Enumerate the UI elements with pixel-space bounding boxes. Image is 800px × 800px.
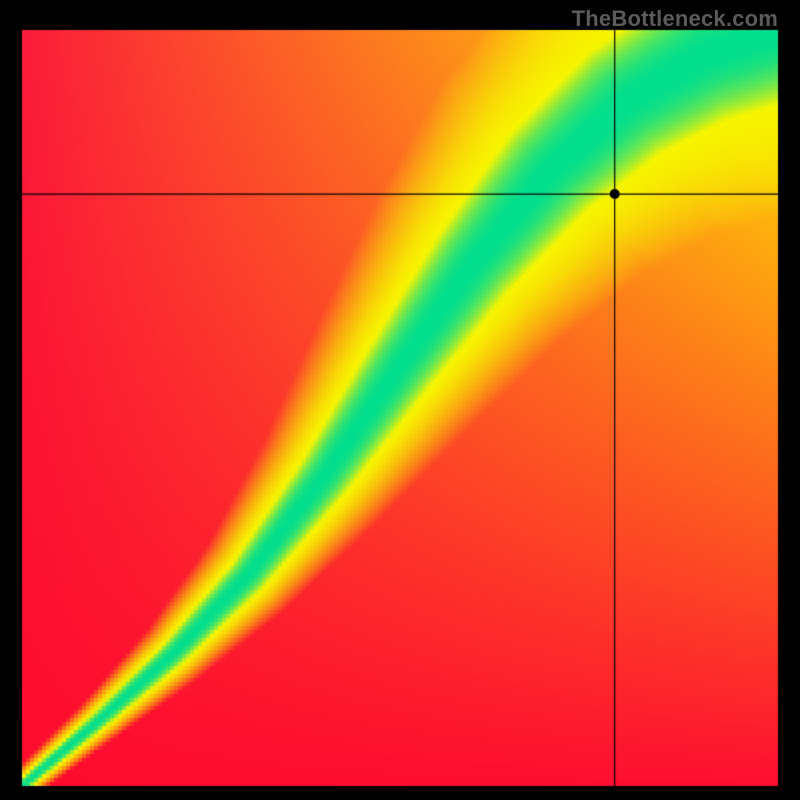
chart-container: TheBottleneck.com	[0, 0, 800, 800]
heatmap-canvas	[0, 0, 800, 800]
watermark-text: TheBottleneck.com	[572, 6, 778, 32]
